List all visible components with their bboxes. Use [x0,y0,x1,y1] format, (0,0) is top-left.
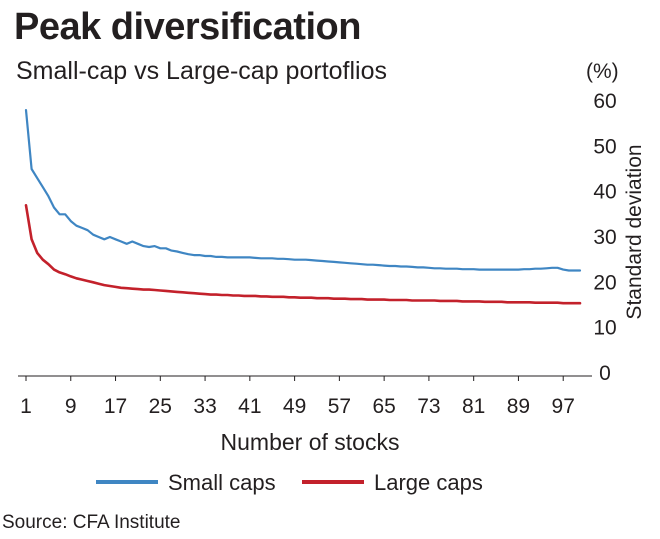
y-axis-label: Standard deviation [623,144,646,319]
legend-swatch-small-caps [96,480,158,485]
series-line-small-caps [24,108,582,272]
axes [18,375,592,381]
x-tick-label-11: 89 [507,395,530,418]
y-axis-unit-label: (%) [586,60,619,83]
y-tick-label-1: 10 [593,317,616,340]
y-tick-labels: 0 10 20 30 40 50 60 [593,90,616,385]
y-tick-label-2: 20 [593,271,616,294]
y-tick-label-5: 50 [593,135,616,158]
series-line-large-caps [24,204,582,305]
x-tick-label-2: 17 [104,395,127,418]
x-tick-label-4: 33 [193,395,216,418]
y-tick-label-6: 60 [593,90,616,113]
legend-item-small-caps: Small caps [96,470,276,496]
x-tick-labels: 1 9 17 25 33 41 49 57 65 73 81 89 97 [20,395,575,418]
legend-swatch-large-caps [302,480,364,485]
y-tick-label-3: 30 [593,226,616,249]
x-tick-label-8: 65 [372,395,395,418]
x-tick-label-10: 81 [462,395,485,418]
legend-label-large-caps: Large caps [374,470,483,495]
x-tick-label-6: 49 [283,395,306,418]
legend-label-small-caps: Small caps [168,470,276,495]
x-tick-label-3: 25 [149,395,172,418]
chart-title: Peak diversification [14,6,361,48]
x-axis-label: Number of stocks [221,429,400,455]
legend-item-large-caps: Large caps [302,470,483,496]
x-tick-label-12: 97 [552,395,575,418]
x-tick-label-7: 57 [328,395,351,418]
x-tick-label-1: 9 [65,395,77,418]
chart-subtitle: Small-cap vs Large-cap portoflios [16,57,387,85]
x-tick-label-5: 41 [238,395,261,418]
x-tick-label-9: 73 [417,395,440,418]
series-lines [24,108,582,305]
x-tick-label-0: 1 [20,395,32,418]
y-tick-label-0: 0 [599,362,611,385]
y-tick-label-4: 40 [593,181,616,204]
source-note: Source: CFA Institute [2,512,181,533]
